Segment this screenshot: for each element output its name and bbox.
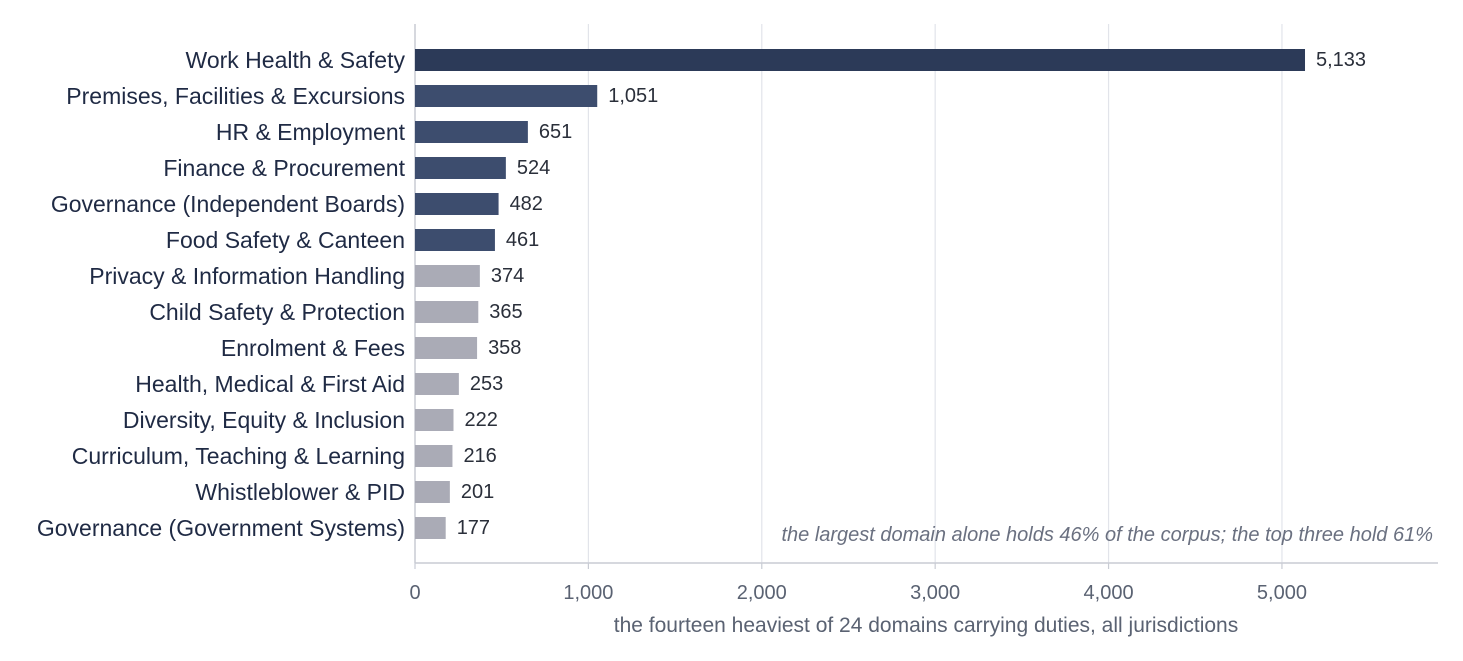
- category-label: Enrolment & Fees: [221, 335, 405, 361]
- bar: [415, 373, 459, 395]
- x-tick-label: 2,000: [737, 582, 787, 604]
- bar-layer: [415, 49, 1306, 539]
- category-label: HR & Employment: [216, 119, 406, 145]
- x-tick-label: 1,000: [563, 582, 613, 604]
- x-tick-label: 5,000: [1257, 582, 1307, 604]
- category-label: Health, Medical & First Aid: [135, 371, 405, 397]
- bar: [415, 265, 480, 287]
- bar: [415, 409, 454, 431]
- x-axis-title: the fourteen heaviest of 24 domains carr…: [614, 614, 1239, 637]
- category-label: Curriculum, Teaching & Learning: [72, 443, 405, 469]
- value-label: 365: [489, 301, 522, 323]
- bar: [415, 517, 446, 539]
- value-label-layer: 5,133 1,051 651 524 482 461 374 365 358 253 222 216…: [457, 49, 1366, 539]
- chart-annotation: the largest domain alone holds 46% of th…: [781, 524, 1433, 546]
- category-label: Diversity, Equity & Inclusion: [123, 407, 405, 433]
- bar: [415, 193, 499, 215]
- category-label: Governance (Independent Boards): [51, 191, 405, 217]
- category-label: Whistleblower & PID: [195, 479, 405, 505]
- category-label: Privacy & Information Handling: [89, 263, 405, 289]
- x-tick-label: 3,000: [910, 582, 960, 604]
- category-label: Child Safety & Protection: [149, 299, 405, 325]
- bar: [415, 229, 495, 251]
- bar: [415, 301, 479, 323]
- value-label: 461: [506, 229, 539, 251]
- category-label: Work Health & Safety: [186, 47, 406, 73]
- bar: [415, 121, 528, 143]
- bar: [415, 157, 506, 179]
- value-label: 358: [488, 337, 521, 359]
- x-tick-label: 4,000: [1084, 582, 1134, 604]
- x-tick-layer: 0 1,000 2,000 3,000 4,000 5,000: [409, 563, 1307, 604]
- bar: [415, 481, 450, 503]
- value-label: 222: [464, 409, 497, 431]
- bar: [415, 445, 453, 467]
- x-tick-label: 0: [409, 582, 420, 604]
- category-label-layer: Work Health & Safety Premises, Facilities…: [37, 47, 406, 541]
- category-label: Governance (Government Systems): [37, 515, 405, 541]
- bar: [415, 49, 1306, 71]
- value-label: 5,133: [1316, 49, 1366, 71]
- value-label: 482: [510, 193, 543, 215]
- bar: [415, 337, 478, 359]
- category-label: Finance & Procurement: [163, 155, 405, 181]
- value-label: 253: [470, 373, 503, 395]
- bar: [415, 85, 598, 107]
- grid-layer: [414, 24, 1438, 564]
- value-label: 201: [461, 481, 494, 503]
- value-label: 1,051: [608, 85, 658, 107]
- category-label: Premises, Facilities & Excursions: [66, 83, 405, 109]
- value-label: 651: [539, 121, 572, 143]
- category-label: Food Safety & Canteen: [166, 227, 405, 253]
- value-label: 524: [517, 157, 550, 179]
- value-label: 374: [491, 265, 524, 287]
- value-label: 216: [463, 445, 496, 467]
- value-label: 177: [457, 517, 490, 539]
